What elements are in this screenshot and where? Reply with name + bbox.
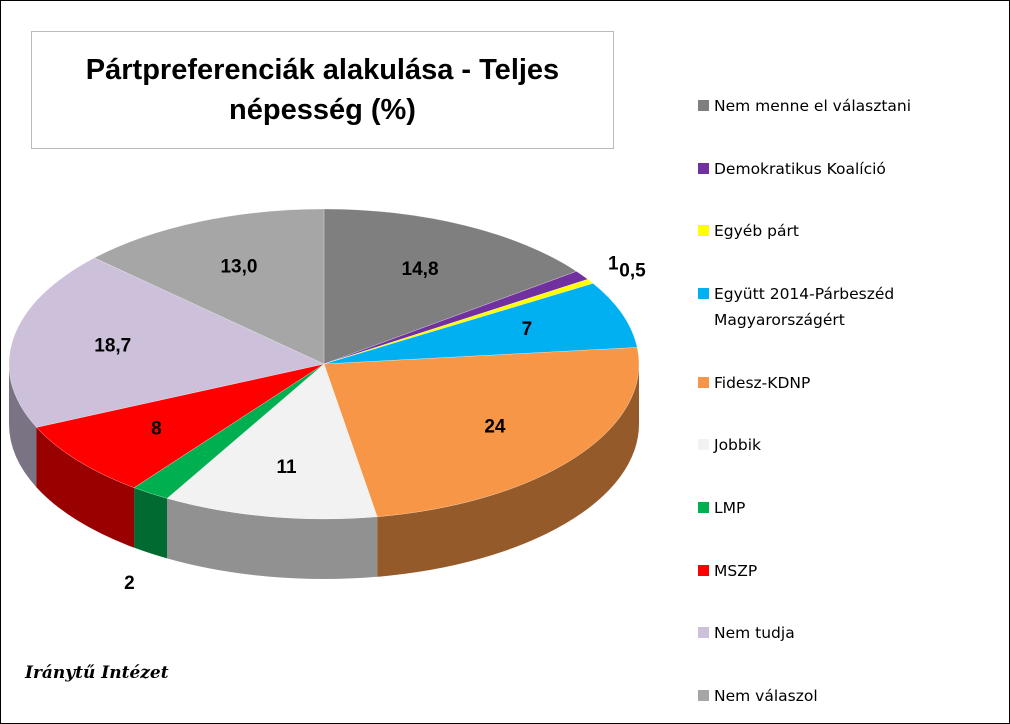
legend-swatch xyxy=(698,627,709,639)
slice xyxy=(8,257,325,428)
legend-label: Nem válaszol xyxy=(714,686,818,705)
legend-label: Együtt 2014-Párbeszéd Magyarországért xyxy=(714,284,895,329)
data-label: 14,8 xyxy=(402,259,439,280)
legend-item: Jobbik xyxy=(698,432,988,458)
data-label: 11 xyxy=(276,457,297,478)
slice-side xyxy=(377,364,639,577)
legend-swatch xyxy=(698,376,709,388)
slice xyxy=(166,363,378,520)
source: Iránytű Intézet xyxy=(25,663,169,683)
legend-label: MSZP xyxy=(714,561,758,580)
legend-label: LMP xyxy=(714,498,746,517)
legend: Nem menne el választani Demokratikus Koal… xyxy=(698,93,988,709)
legend-item: Nem menne el választani xyxy=(698,93,988,119)
slice xyxy=(36,363,325,488)
legend-item: Együtt 2014-Párbeszéd Magyarországért xyxy=(698,281,988,333)
slice xyxy=(93,208,325,365)
legend-swatch xyxy=(698,689,709,701)
legend-item: Fidesz-KDNP xyxy=(698,370,988,396)
legend-item: Nem tudja xyxy=(698,620,988,646)
legend-swatch xyxy=(698,501,709,513)
legend-label: Jobbik xyxy=(714,436,762,455)
legend-swatch xyxy=(698,162,709,174)
data-label: 2 xyxy=(124,573,135,594)
data-label: 1 xyxy=(608,254,619,275)
legend-item: LMP xyxy=(698,495,988,521)
legend-label: Egyéb párt xyxy=(714,222,799,241)
legend-swatch xyxy=(698,225,709,237)
slice-side xyxy=(134,487,168,559)
data-label: 13,0 xyxy=(220,256,257,277)
slice-side xyxy=(9,364,37,488)
legend-label: Nem menne el választani xyxy=(714,97,912,115)
slice-side xyxy=(167,498,378,579)
legend-item: Egyéb párt xyxy=(698,218,988,244)
legend-swatch xyxy=(698,287,709,299)
slice xyxy=(323,208,578,365)
legend-item: MSZP xyxy=(698,558,988,584)
legend-label: Fidesz-KDNP xyxy=(714,373,811,392)
chart-title: Pártpreferenciák alakulása - Teljes népe… xyxy=(31,31,614,149)
legend-label: Demokratikus Koalíció xyxy=(714,159,886,178)
legend-swatch xyxy=(698,100,709,111)
data-label: 8 xyxy=(151,419,162,440)
legend-item: Nem válaszol xyxy=(698,683,988,709)
data-label: 7 xyxy=(522,319,533,340)
legend-label: Nem tudja xyxy=(714,624,795,643)
data-label: 24 xyxy=(484,417,506,438)
slice-side xyxy=(36,427,135,548)
data-label: 18,7 xyxy=(94,336,131,357)
legend-swatch xyxy=(698,564,709,576)
legend-item: Demokratikus Koalíció xyxy=(698,156,988,182)
slice xyxy=(323,347,640,518)
slice xyxy=(323,283,638,365)
data-label: 0,5 xyxy=(619,260,646,281)
legend-swatch xyxy=(698,439,709,451)
